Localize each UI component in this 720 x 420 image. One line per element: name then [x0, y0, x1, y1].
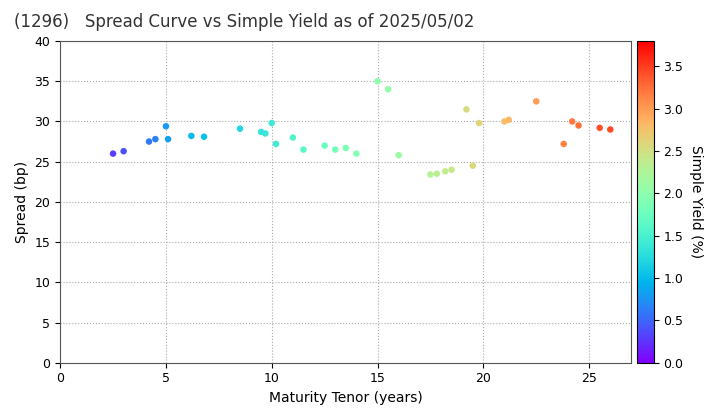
Point: [425, 171, 436, 178]
Point: [107, 150, 119, 157]
Point: [160, 123, 171, 130]
Point: [234, 125, 246, 132]
Point: [198, 134, 210, 140]
Point: [162, 136, 174, 142]
Point: [567, 118, 578, 125]
Point: [150, 136, 161, 142]
Point: [393, 152, 405, 159]
Point: [382, 86, 394, 93]
Y-axis label: Spread (bp): Spread (bp): [15, 161, 29, 243]
Point: [473, 120, 485, 126]
Point: [319, 142, 330, 149]
Point: [297, 146, 309, 153]
Point: [266, 120, 277, 126]
Point: [186, 133, 197, 139]
Point: [594, 124, 606, 131]
Point: [446, 166, 457, 173]
Point: [573, 122, 585, 129]
Point: [270, 141, 282, 147]
Point: [330, 146, 341, 153]
Point: [256, 129, 267, 135]
Point: [260, 130, 271, 137]
Y-axis label: Simple Yield (%): Simple Yield (%): [689, 145, 703, 258]
X-axis label: Maturity Tenor (years): Maturity Tenor (years): [269, 391, 423, 405]
Point: [351, 150, 362, 157]
Point: [499, 118, 510, 125]
Point: [503, 116, 515, 123]
Text: (1296)   Spread Curve vs Simple Yield as of 2025/05/02: (1296) Spread Curve vs Simple Yield as o…: [14, 13, 474, 31]
Point: [461, 106, 472, 113]
Point: [143, 138, 155, 145]
Point: [118, 148, 130, 155]
Point: [340, 144, 351, 151]
Point: [287, 134, 299, 141]
Point: [431, 171, 443, 177]
Point: [439, 168, 451, 175]
Point: [372, 78, 383, 84]
Point: [558, 141, 570, 147]
Point: [605, 126, 616, 133]
Point: [467, 162, 479, 169]
Point: [531, 98, 542, 105]
